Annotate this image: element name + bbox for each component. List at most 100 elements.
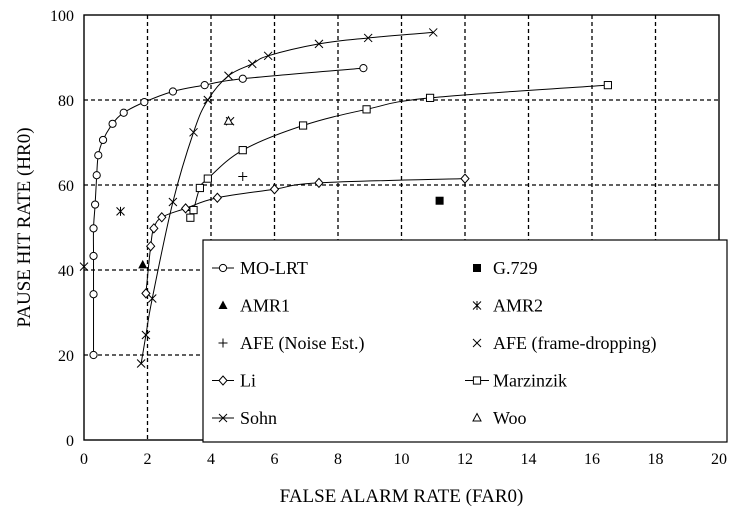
series-line: [189, 84, 608, 218]
data-point: [603, 81, 612, 90]
data-point: [435, 196, 444, 205]
legend-marker: [472, 412, 482, 422]
y-tick-label: 60: [58, 178, 74, 195]
data-point: [362, 105, 371, 114]
data-point: [89, 251, 98, 261]
x-tick-label: 0: [80, 451, 88, 468]
legend-marker: [218, 338, 228, 348]
data-point: [223, 115, 234, 125]
data-point: [363, 33, 373, 43]
data-point: [157, 212, 167, 223]
data-point: [141, 330, 151, 340]
legend-marker: [218, 263, 228, 273]
data-point: [94, 151, 103, 160]
data-point: [98, 135, 108, 145]
legend-label: AMR1: [240, 296, 290, 316]
data-point: [168, 197, 178, 207]
legend-label: MO-LRT: [240, 258, 308, 278]
x-axis-title: FALSE ALARM RATE (FAR0): [280, 486, 524, 507]
x-tick-label: 4: [207, 451, 215, 468]
data-point: [89, 290, 98, 299]
data-point: [238, 172, 248, 181]
legend-item: Woo: [472, 408, 527, 428]
y-axis-title: PAUSE HIT RATE (HR0): [14, 127, 35, 327]
series-marzinzik: [186, 81, 612, 222]
data-point: [195, 183, 204, 193]
series-sohn: [136, 28, 438, 368]
legend-item: AFE (Noise Est.): [218, 333, 365, 354]
data-point: [460, 173, 470, 184]
data-point: [108, 119, 117, 128]
series-amr1: [138, 259, 148, 269]
plot-area: [79, 28, 612, 368]
legend-label: Marzinzik: [493, 371, 567, 391]
x-tick-label: 2: [144, 451, 152, 468]
data-point: [314, 39, 324, 49]
legend-item: Sohn: [212, 408, 277, 428]
series-g-729: [435, 196, 444, 205]
legend-marker: [472, 376, 482, 385]
series-amr2: [79, 206, 125, 272]
legend-item: G.729: [473, 258, 538, 278]
legend-label: Woo: [493, 408, 527, 428]
data-point: [141, 288, 151, 299]
data-point: [359, 64, 368, 73]
x-tick-label: 14: [521, 451, 537, 468]
data-point: [238, 74, 247, 83]
data-point: [147, 294, 157, 303]
legend-label: G.729: [493, 258, 538, 278]
x-tick-label: 16: [584, 451, 600, 468]
data-point: [263, 51, 273, 61]
legend-label: Sohn: [240, 408, 277, 428]
data-point: [138, 259, 148, 269]
legend-label: Li: [240, 371, 256, 391]
legend-item: AMR2: [472, 296, 543, 316]
data-point: [314, 177, 324, 189]
data-point: [428, 28, 438, 37]
data-point: [247, 59, 257, 69]
legend-marker: [472, 338, 482, 348]
data-point: [200, 81, 209, 90]
legend-label: AFE (frame-dropping): [493, 333, 656, 354]
legend-label: AFE (Noise Est.): [240, 333, 365, 354]
data-point: [269, 183, 280, 195]
y-tick-label: 100: [50, 8, 74, 25]
x-tick-label: 12: [457, 451, 473, 468]
data-point: [189, 127, 198, 137]
x-tick-label: 20: [711, 451, 727, 468]
legend-item: MO-LRT: [212, 258, 308, 278]
legend-marker: [473, 264, 481, 272]
data-point: [224, 71, 233, 81]
data-point: [119, 108, 128, 117]
data-point: [168, 87, 177, 96]
data-point: [149, 223, 159, 234]
x-tick-label: 8: [334, 451, 342, 468]
data-point: [189, 205, 198, 215]
data-point: [91, 200, 100, 209]
y-tick-label: 40: [58, 263, 74, 280]
data-point: [180, 203, 191, 214]
series-woo: [223, 115, 234, 125]
data-point: [116, 206, 125, 216]
legend-item: AFE (frame-dropping): [472, 333, 656, 354]
data-point: [298, 121, 308, 130]
x-tick-label: 18: [648, 451, 664, 468]
data-point: [136, 359, 146, 368]
series-mo-lrt: [89, 64, 368, 360]
legend-label: AMR2: [493, 296, 543, 316]
data-point: [203, 174, 212, 183]
legend-marker: [218, 300, 228, 309]
data-point: [425, 93, 435, 102]
x-tick-label: 10: [394, 451, 410, 468]
data-point: [140, 98, 149, 107]
data-point: [238, 146, 247, 155]
y-tick-label: 0: [66, 433, 74, 450]
legend-item: Li: [212, 371, 256, 391]
y-tick-label: 20: [58, 348, 74, 365]
legend-box: [202, 239, 728, 443]
data-point: [146, 240, 156, 252]
legend-marker: [472, 301, 482, 310]
y-tick-label: 80: [58, 93, 74, 110]
legend-item: Marzinzik: [465, 371, 567, 391]
